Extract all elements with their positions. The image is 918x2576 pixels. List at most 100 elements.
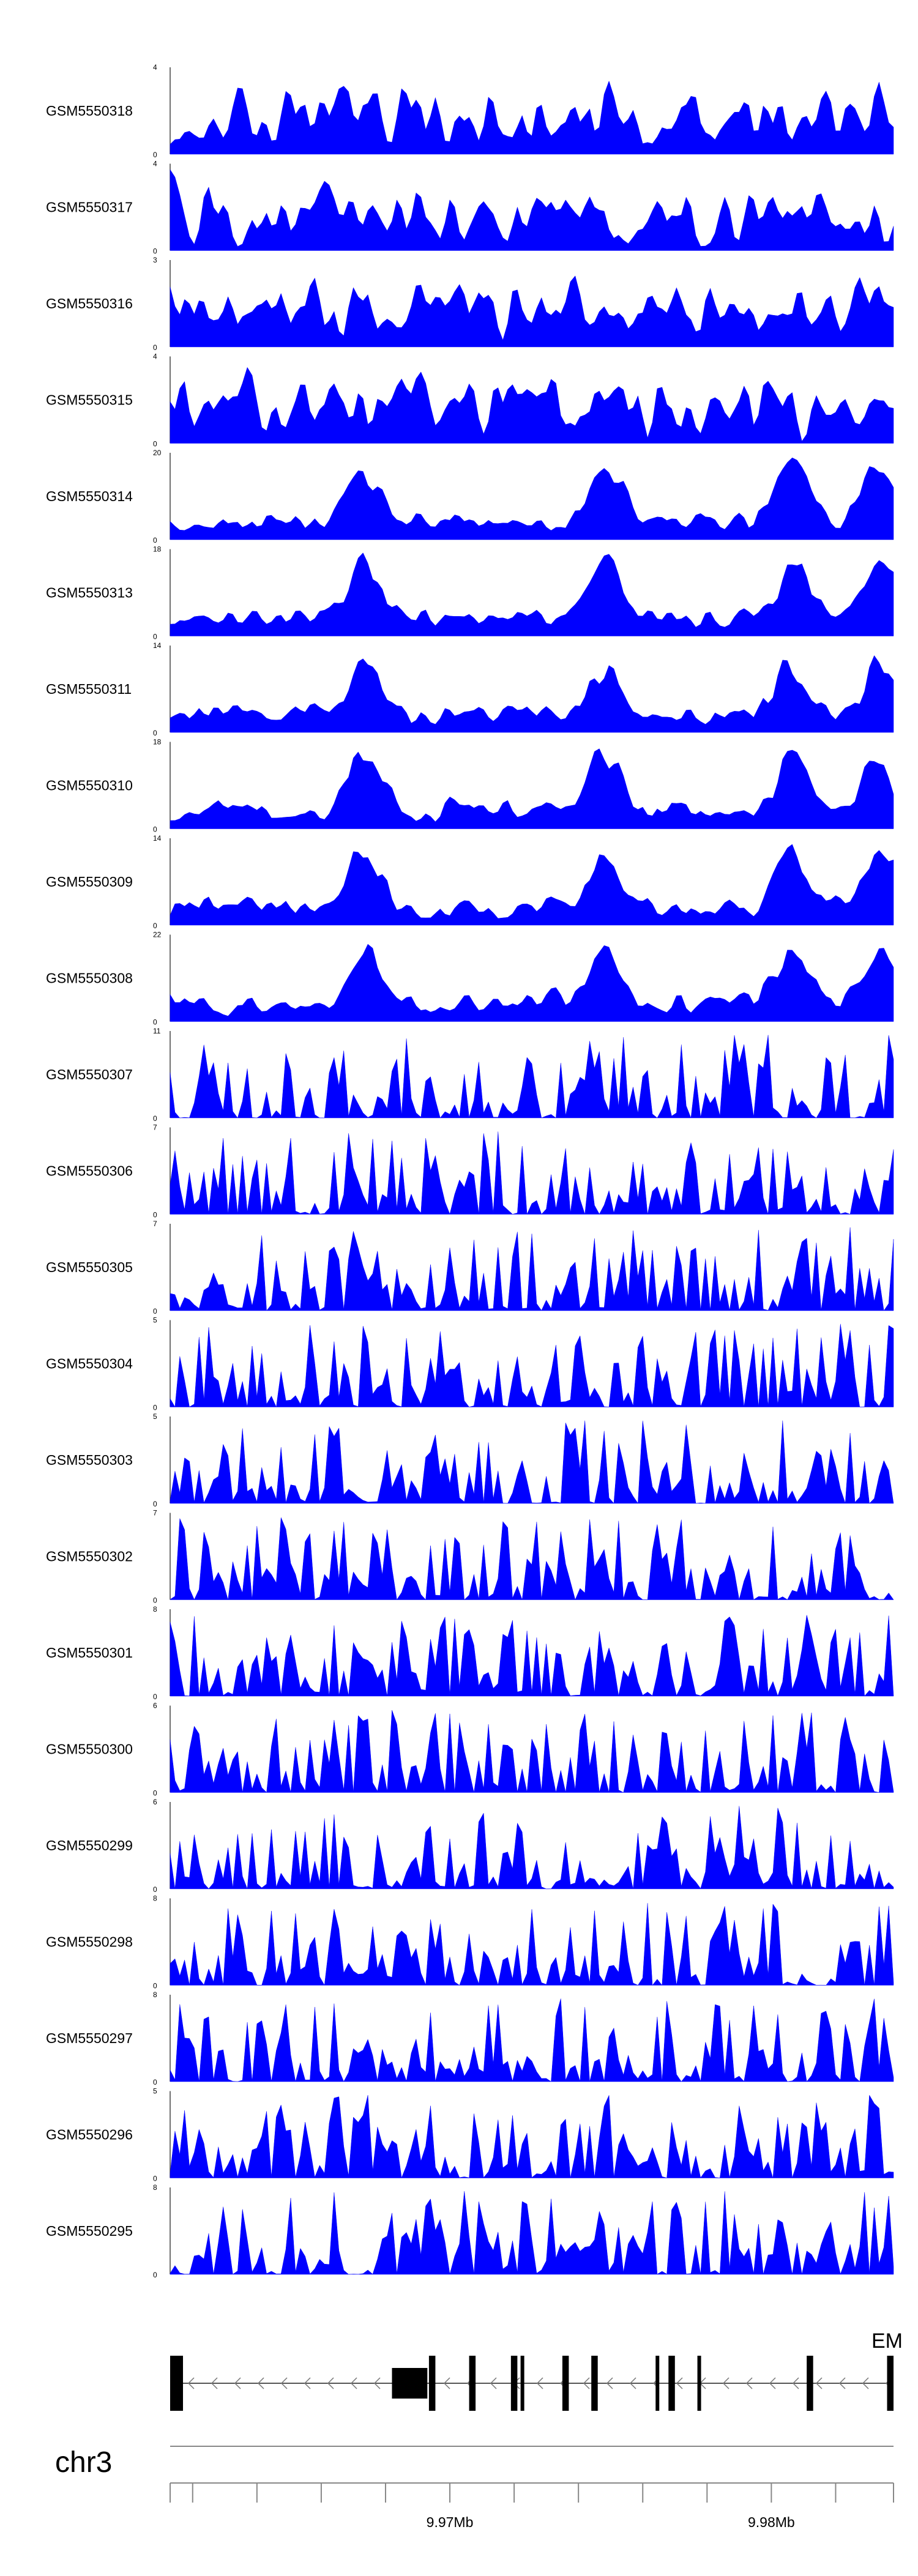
y-min-label: 0 bbox=[153, 2078, 157, 2086]
y-min-label: 0 bbox=[153, 1307, 157, 1316]
strand-arrow bbox=[443, 2377, 450, 2389]
coverage-area bbox=[170, 2094, 894, 2179]
coverage-track: GSM5550303 5 0 bbox=[46, 1412, 894, 1508]
coverage-area bbox=[170, 553, 894, 636]
track-label: GSM5550316 bbox=[46, 296, 133, 311]
y-min-label: 0 bbox=[153, 1500, 157, 1508]
y-min-label: 0 bbox=[153, 2175, 157, 2183]
track-label: GSM5550309 bbox=[46, 874, 133, 890]
track-label: GSM5550317 bbox=[46, 199, 133, 215]
exon bbox=[591, 2356, 598, 2411]
y-max-label: 22 bbox=[153, 931, 162, 939]
y-max-label: 3 bbox=[153, 256, 157, 264]
track-label: GSM5550313 bbox=[46, 585, 133, 601]
y-max-label: 7 bbox=[153, 1509, 157, 1517]
coverage-area bbox=[170, 1806, 894, 1889]
gene-model-track: EM bbox=[170, 2329, 903, 2411]
strand-arrow bbox=[257, 2377, 264, 2389]
y-max-label: 5 bbox=[153, 1316, 157, 1325]
y-max-label: 6 bbox=[153, 1798, 157, 1806]
coverage-area bbox=[170, 1131, 894, 1215]
coverage-area bbox=[170, 275, 894, 348]
y-max-label: 14 bbox=[153, 834, 162, 843]
coverage-area bbox=[170, 1035, 894, 1119]
y-min-label: 0 bbox=[153, 633, 157, 641]
x-axis-ticks bbox=[170, 2483, 894, 2503]
track-label: GSM5550308 bbox=[46, 970, 133, 986]
coverage-area bbox=[170, 1998, 894, 2082]
track-label: GSM5550306 bbox=[46, 1163, 133, 1179]
y-max-label: 14 bbox=[153, 641, 162, 650]
exon bbox=[428, 2356, 436, 2411]
strand-arrow bbox=[606, 2377, 613, 2389]
y-max-label: 4 bbox=[153, 352, 157, 361]
track-label: GSM5550303 bbox=[46, 1452, 133, 1468]
coverage-area bbox=[170, 367, 894, 444]
gene-label: EM bbox=[871, 2329, 903, 2353]
exon bbox=[887, 2356, 894, 2411]
strand-arrow bbox=[676, 2377, 683, 2389]
coverage-track: GSM5550318 4 0 bbox=[46, 63, 894, 159]
y-max-label: 4 bbox=[153, 63, 157, 72]
y-max-label: 8 bbox=[153, 1990, 157, 1999]
coverage-track: GSM5550314 20 0 bbox=[46, 449, 894, 545]
coverage-area bbox=[170, 1323, 894, 1408]
track-label: GSM5550296 bbox=[46, 2127, 133, 2143]
track-label: GSM5550311 bbox=[46, 681, 132, 697]
y-max-label: 7 bbox=[153, 1219, 157, 1228]
exon bbox=[562, 2356, 569, 2411]
strand-arrow bbox=[769, 2377, 776, 2389]
coverage-track: GSM5550295 8 0 bbox=[46, 2183, 894, 2279]
y-max-label: 5 bbox=[153, 1412, 157, 1421]
coverage-area bbox=[170, 1227, 894, 1311]
coverage-area bbox=[170, 1903, 894, 1986]
coverage-track: GSM5550300 6 0 bbox=[46, 1702, 894, 1798]
exon bbox=[170, 2356, 175, 2411]
y-min-label: 0 bbox=[153, 1885, 157, 1894]
coverage-area bbox=[170, 844, 894, 926]
coverage-area bbox=[170, 655, 894, 733]
coverage-area bbox=[170, 2191, 894, 2275]
coverage-track: GSM5550308 22 0 bbox=[46, 931, 894, 1027]
track-label: GSM5550310 bbox=[46, 778, 133, 794]
coverage-track: GSM5550304 5 0 bbox=[46, 1316, 894, 1412]
coverage-area bbox=[170, 1710, 894, 1793]
coverage-track: GSM5550301 8 0 bbox=[46, 1605, 894, 1701]
y-min-label: 0 bbox=[153, 151, 157, 159]
exon bbox=[668, 2356, 675, 2411]
coverage-area bbox=[170, 1420, 894, 1504]
track-label: GSM5550298 bbox=[46, 1934, 133, 1950]
y-min-label: 0 bbox=[153, 1404, 157, 1412]
coverage-track: GSM5550297 8 0 bbox=[46, 1990, 894, 2086]
strand-arrow bbox=[280, 2377, 288, 2389]
coverage-track: GSM5550316 3 0 bbox=[46, 256, 894, 352]
y-max-label: 5 bbox=[153, 2087, 157, 2096]
exon bbox=[392, 2368, 428, 2399]
strand-arrow bbox=[745, 2377, 753, 2389]
coverage-track: GSM5550311 14 0 bbox=[46, 641, 894, 737]
coverage-area bbox=[170, 80, 894, 155]
strand-arrow bbox=[722, 2377, 730, 2389]
strand-arrow bbox=[211, 2377, 218, 2389]
strand-arrow bbox=[838, 2377, 846, 2389]
strand-arrow bbox=[490, 2377, 497, 2389]
exon bbox=[655, 2356, 660, 2411]
y-min-label: 0 bbox=[153, 1692, 157, 1701]
y-min-label: 0 bbox=[153, 1982, 157, 1990]
track-label: GSM5550315 bbox=[46, 392, 133, 408]
coverage-track: GSM5550307 11 0 bbox=[46, 1027, 894, 1123]
coverage-area bbox=[170, 944, 894, 1022]
coverage-area bbox=[170, 1615, 894, 1697]
y-max-label: 20 bbox=[153, 449, 162, 457]
coverage-track: GSM5550302 7 0 bbox=[46, 1509, 894, 1605]
strand-arrow bbox=[187, 2377, 195, 2389]
strand-arrow bbox=[234, 2377, 241, 2389]
strand-arrow bbox=[629, 2377, 636, 2389]
exon bbox=[697, 2356, 701, 2411]
track-label: GSM5550299 bbox=[46, 1837, 133, 1853]
strand-arrow bbox=[373, 2377, 381, 2389]
track-label: GSM5550301 bbox=[46, 1645, 133, 1661]
y-max-label: 7 bbox=[153, 1123, 157, 1132]
track-label: GSM5550304 bbox=[46, 1356, 133, 1372]
y-min-label: 0 bbox=[153, 1018, 157, 1027]
